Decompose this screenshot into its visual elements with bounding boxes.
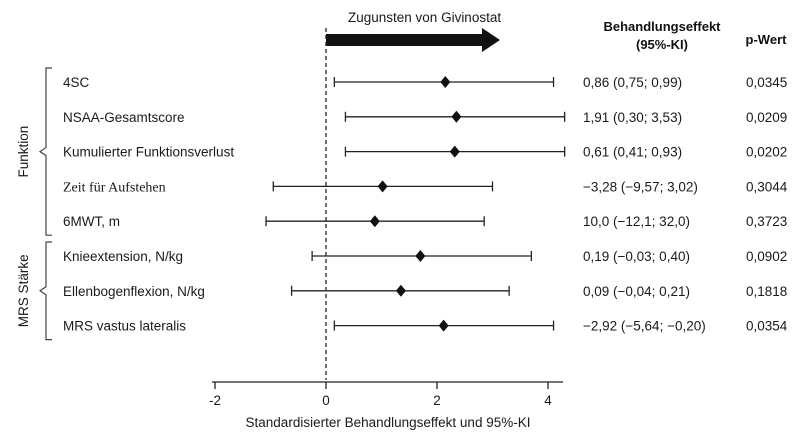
forest-row: Zeit für Aufstehen −3,28 (−9,57; 3,02) 0,3… [63,179,788,195]
row-label: MRS vastus lateralis [63,319,186,334]
p-value-header: p-Wert [746,32,788,47]
p-value: 0,0202 [746,145,787,160]
favours-arrow [326,28,500,52]
point-estimate [395,284,406,297]
effect-value: 10,0 (−12,1; 32,0) [583,214,690,229]
x-tick-label: 2 [433,393,441,408]
x-tick-label: -2 [209,393,221,408]
p-value: 0,3044 [746,179,788,194]
effect-value: 0,09 (−0,04; 0,21) [583,284,690,299]
effect-value: −2,92 (−5,64; −0,20) [583,319,706,334]
rows-layer: 4SC 0,86 (0,75; 0,99) 0,0345 NSAA-Gesamtsco… [63,75,788,334]
p-value: 0,3723 [746,214,787,229]
group-brace [38,241,52,341]
p-value: 0,0354 [746,319,788,334]
group-brace [38,67,52,236]
point-estimate [440,76,451,88]
row-label: NSAA-Gesamtscore [63,110,185,125]
effect-value: 0,19 (−0,03; 0,40) [583,249,690,264]
row-label: 6MWT, m [63,214,120,229]
point-estimate [415,250,426,262]
effect-value: −3,28 (−9,57; 3,02) [583,179,698,194]
point-estimate [377,180,388,193]
point-estimate [449,145,460,158]
arrow-label: Zugunsten von Givinostat [348,10,501,25]
row-label: Knieextension, N/kg [63,249,183,264]
p-value: 0,0345 [746,75,787,90]
forest-row: Kumulierter Funktionsverlust 0,61 (0,41; … [63,145,787,160]
group-label: MRS Stärke [16,254,31,327]
p-value: 0,1818 [746,284,787,299]
forest-row: 4SC 0,86 (0,75; 0,99) 0,0345 [63,75,787,90]
forest-row: MRS vastus lateralis −2,92 (−5,64; −0,20)… [63,319,788,334]
row-label: 4SC [63,75,90,90]
effect-header-line2: (95%-KI) [636,37,688,52]
group-bracket: MRS Stärke [16,241,52,341]
p-value: 0,0902 [746,249,787,264]
forest-row: Knieextension, N/kg 0,19 (−0,03; 0,40) 0,0… [63,249,787,264]
point-estimate [451,110,462,123]
forest-row: Ellenbogenflexion, N/kg 0,09 (−0,04; 0,21… [63,284,787,299]
x-tick-label: 4 [544,393,552,408]
x-axis-ticks: -2 0 2 4 [209,382,552,408]
effect-value: 0,61 (0,41; 0,93) [583,145,682,160]
groups-layer: Funktion MRS Stärke [16,67,52,341]
row-label: Zeit für Aufstehen [63,180,166,195]
forest-row: 6MWT, m 10,0 (−12,1; 32,0) 0,3723 [63,214,787,229]
group-bracket: Funktion [16,67,52,236]
forest-row: NSAA-Gesamtscore 1,91 (0,30; 3,53) 0,0209 [63,110,787,125]
p-value: 0,0209 [746,110,787,125]
effect-value: 0,86 (0,75; 0,99) [583,75,682,90]
point-estimate [369,215,380,228]
group-label: Funktion [16,126,31,178]
effect-header-line1: Behandlungseffekt [603,19,721,34]
x-tick-label: 0 [322,393,330,408]
x-axis-label: Standardisierter Behandlungseffekt und 9… [246,415,531,430]
effect-value: 1,91 (0,30; 3,53) [583,110,682,125]
row-label: Kumulierter Funktionsverlust [63,145,234,160]
row-label: Ellenbogenflexion, N/kg [63,284,205,299]
point-estimate [438,319,449,332]
